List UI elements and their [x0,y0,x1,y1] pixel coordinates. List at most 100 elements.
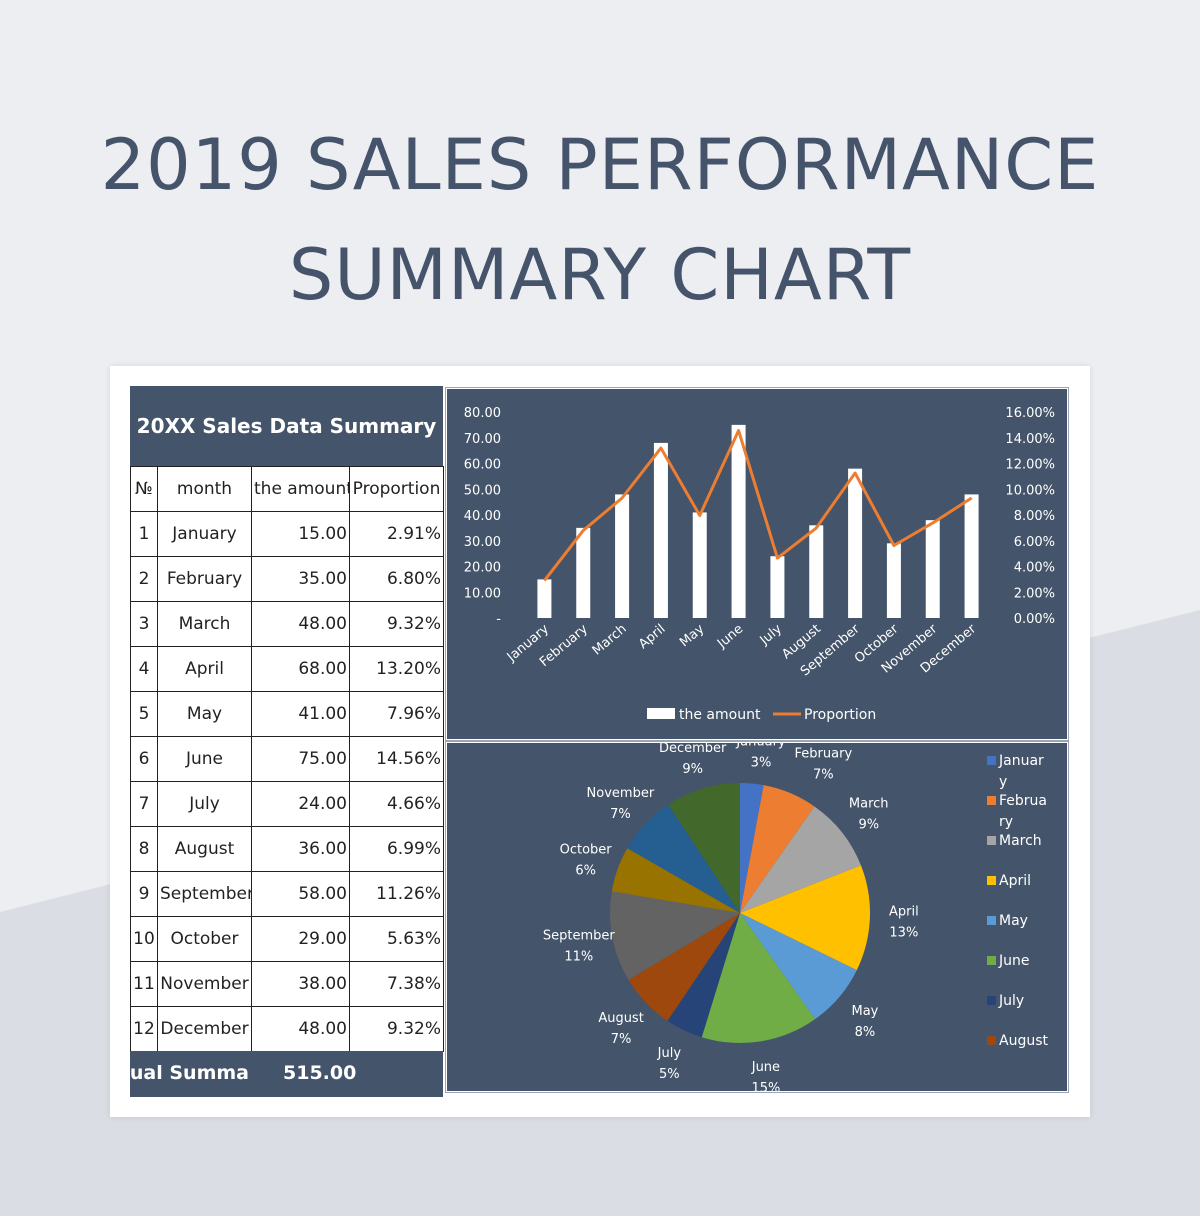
pie-chart-panel: January3%February7%March9%April13%May8%J… [445,735,1069,1096]
pie-data-label-percent: 9% [682,762,703,777]
row-amount: 15.00 [251,511,350,557]
table-row: 10 October 29.00 5.63% [130,916,444,962]
bar-april [653,442,668,618]
y-left-tick-label: 60.00 [464,458,501,473]
legend-swatch-7 [987,1036,996,1045]
table-row: 8 August 36.00 6.99% [130,826,444,872]
y-left-tick-label: 50.00 [464,483,501,498]
pie-data-label-name: May [852,1004,879,1019]
bar-august [809,525,824,618]
bar-line-chart-panel: - 10.00 20.00 30.00 40.00 50.00 60.00 70.00 80.0… [445,387,1069,741]
bar-february [576,527,591,618]
row-number: 7 [130,781,158,827]
page-title-line-1: 2019 SALES PERFORMANCE [100,124,1100,206]
table-row: 12 December 48.00 9.32% [130,1006,444,1052]
annual-summary-row: nnual Summa 515.00 [130,1051,443,1097]
x-tick-label: June [714,622,746,652]
table-header-row: № month the amount Proportion [130,466,444,512]
pie-slice-december [668,783,740,913]
pie-slice-october [611,848,740,913]
table-row: 4 April 68.00 13.20% [130,646,444,692]
x-tick-label: March [590,622,630,659]
pie-data-label-name: March [849,796,889,811]
legend-swatch-0 [987,756,996,765]
row-number: 8 [130,826,158,872]
row-proportion: 6.99% [349,826,444,872]
bar-december [964,494,979,618]
y-right-tick-label: 16.00% [1005,406,1055,421]
y-left-tick-label: 30.00 [464,535,501,550]
y-right-tick-label: 12.00% [1005,458,1055,473]
legend-swatch-amount [647,708,675,719]
row-proportion: 9.32% [349,601,444,647]
table-row: 7 July 24.00 4.66% [130,781,444,827]
y-right-tick-label: 14.00% [1005,432,1055,447]
legend-label: y [999,774,1007,790]
legend-label: Februa [999,793,1047,809]
table-row: 9 September 58.00 11.26% [130,871,444,917]
pie-slice-february [740,785,815,913]
row-proportion: 7.38% [349,961,444,1007]
pie-data-label-name: July [657,1046,682,1061]
pie-slice-august [628,913,740,1021]
bar-november [925,520,940,618]
y-left-tick-label: 70.00 [464,432,501,447]
row-proportion: 14.56% [349,736,444,782]
column-header-number: № [130,466,158,512]
row-number: 12 [130,1006,158,1052]
proportion-line [543,429,973,582]
table-row: 1 January 15.00 2.91% [130,511,444,557]
row-month: May [157,691,252,737]
row-proportion: 5.63% [349,916,444,962]
legend-swatch-2 [987,836,996,845]
row-proportion: 6.80% [349,556,444,602]
pie-data-label-name: December [659,743,727,756]
table-row: 3 March 48.00 9.32% [130,601,444,647]
row-amount: 48.00 [251,1006,350,1052]
y-left-tick-label: 10.00 [464,586,501,601]
legend-label: March [999,833,1042,849]
y-right-tick-label: 0.00% [1014,612,1055,627]
row-amount: 48.00 [251,601,350,647]
row-number: 2 [130,556,158,602]
y-left-tick-label: 20.00 [464,561,501,576]
pie-data-label-name: June [751,1060,780,1075]
pie-data-label-percent: 7% [611,1032,632,1047]
row-month: March [157,601,252,647]
legend-label-proportion: Proportion [804,707,876,723]
table-row: 5 May 41.00 7.96% [130,691,444,737]
y-left-tick-label: 80.00 [464,406,501,421]
column-header-proportion: Proportion [349,466,444,512]
row-amount: 38.00 [251,961,350,1007]
bar-october [886,543,901,618]
pie-slice-april [740,865,870,971]
x-tick-label: April [636,622,668,653]
y-left-tick-label: 40.00 [464,509,501,524]
legend-label-amount: the amount [679,707,761,723]
y-right-tick-label: 2.00% [1014,586,1055,601]
legend-swatch-1 [987,796,996,805]
pie-data-label-percent: 5% [659,1067,680,1082]
row-proportion: 13.20% [349,646,444,692]
row-number: 3 [130,601,158,647]
pie-slice-september [610,891,740,980]
y-right-tick-label: 6.00% [1014,535,1055,550]
row-month: December [157,1006,252,1052]
sales-data-table: 20XX Sales Data Summary № month the amou… [130,386,444,1097]
pie-data-label-name: October [560,843,613,858]
row-month: August [157,826,252,872]
row-month: September [157,871,252,917]
legend-label: May [999,913,1028,929]
annual-summary-label: nnual Summa [130,1062,249,1084]
pie-data-label-percent: 8% [855,1025,876,1040]
column-header-month: month [157,466,252,512]
pie-slice-november [627,804,740,913]
pie-data-label-name: January [735,743,786,750]
legend-label: April [999,873,1031,889]
pie-slice-january [740,783,764,913]
row-month: June [157,736,252,782]
legend-swatch-5 [987,956,996,965]
table-row: 2 February 35.00 6.80% [130,556,444,602]
pie-slice-july [667,913,740,1038]
row-amount: 24.00 [251,781,350,827]
